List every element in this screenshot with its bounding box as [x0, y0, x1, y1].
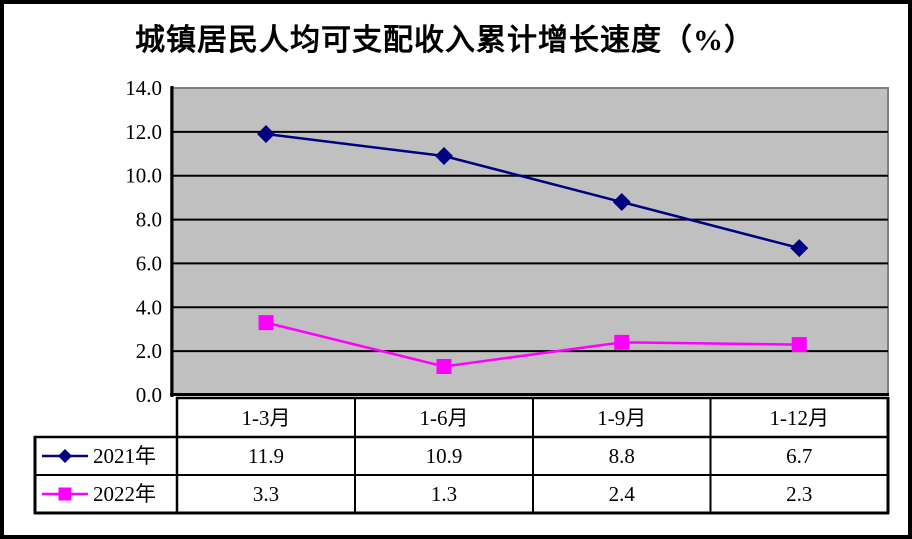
legend-label: 2022年: [93, 482, 156, 506]
column-header: 1-6月: [420, 406, 469, 430]
data-point-square-icon: [614, 334, 630, 350]
data-point-diamond-icon: [257, 125, 275, 144]
y-axis-label: 14.0: [125, 76, 162, 100]
table-cell-value: 11.9: [248, 444, 284, 468]
y-axis-label: 2.0: [136, 339, 162, 363]
table-cell-value: 1.3: [431, 482, 457, 506]
y-axis-label: 4.0: [136, 295, 162, 319]
data-point-square-icon: [436, 358, 452, 374]
y-axis-label: 12.0: [125, 120, 162, 144]
y-axis-label: 0.0: [136, 383, 162, 407]
y-axis-label: 8.0: [136, 208, 162, 232]
table-cell-value: 2.4: [609, 482, 636, 506]
column-header: 1-9月: [597, 406, 646, 430]
table-cell-value: 6.7: [786, 444, 812, 468]
series-line-2021年: [265, 132, 800, 250]
column-header: 1-12月: [770, 406, 830, 430]
data-point-diamond-icon: [612, 193, 631, 212]
table-cell-value: 8.8: [609, 444, 635, 468]
y-axis-label: 6.0: [136, 251, 162, 275]
legend-label: 2021年: [93, 444, 156, 468]
plot-area-bg: [170, 87, 889, 396]
column-header: 1-3月: [242, 406, 291, 430]
data-point-diamond-icon: [435, 146, 453, 165]
legend-marker-diamond-icon: [58, 449, 72, 463]
legend-marker-square-icon: [58, 487, 72, 501]
y-axis-label: 10.0: [125, 164, 162, 188]
table-cell-value: 10.9: [426, 444, 463, 468]
data-point-square-icon: [258, 315, 274, 331]
data-point-square-icon: [791, 337, 807, 353]
table-cell-value: 3.3: [253, 482, 279, 506]
series-line-2022年: [265, 321, 800, 368]
data-point-diamond-icon: [790, 239, 809, 258]
chart-title: 城镇居民人均可支配收入累计增长速度（%）: [135, 24, 755, 57]
table-cell-value: 2.3: [786, 482, 812, 506]
